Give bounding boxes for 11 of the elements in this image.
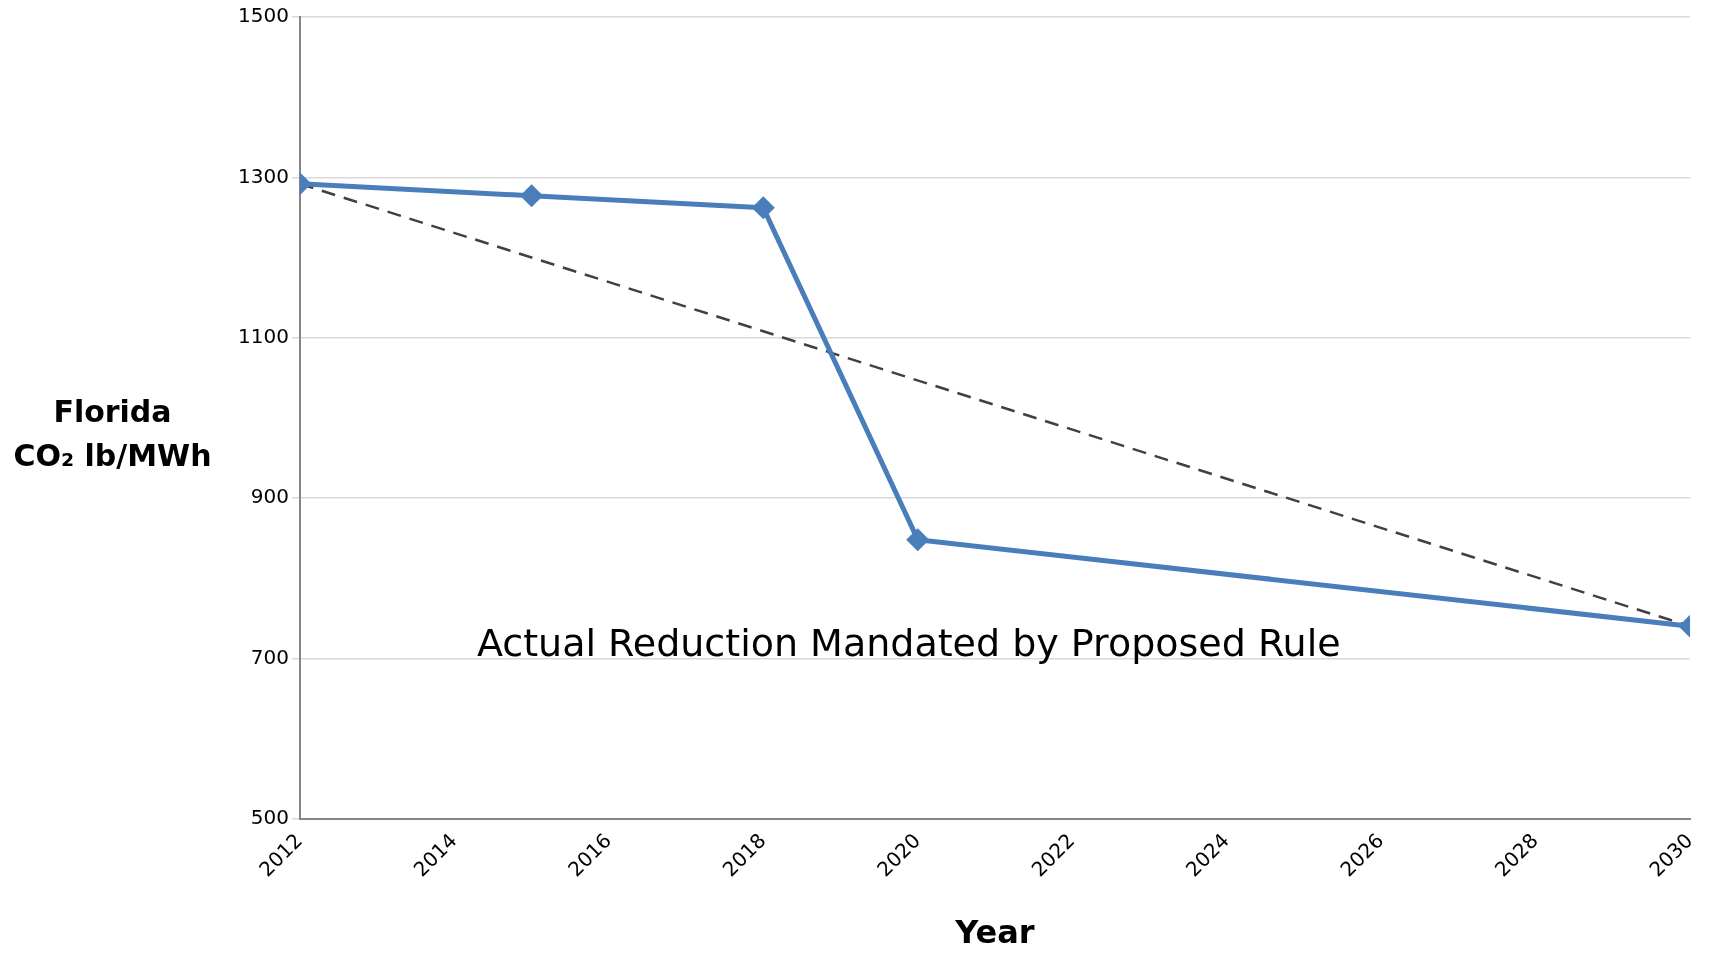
- y-tick-label: 500: [250, 804, 289, 829]
- y-axis-title: Florida CO₂ lb/MWh: [12, 393, 213, 475]
- annotation: Actual Reduction Mandated by Proposed Rule: [476, 621, 1341, 666]
- y-tick-label: 900: [250, 484, 289, 509]
- y-tick-label: 700: [250, 644, 289, 669]
- y-tick-label: 1100: [237, 323, 289, 348]
- x-axis-title: Year: [954, 913, 1035, 952]
- y-tick-label: 1300: [237, 163, 289, 188]
- y-tick-label: 1500: [237, 3, 289, 28]
- point: [907, 529, 929, 551]
- point: [752, 197, 774, 219]
